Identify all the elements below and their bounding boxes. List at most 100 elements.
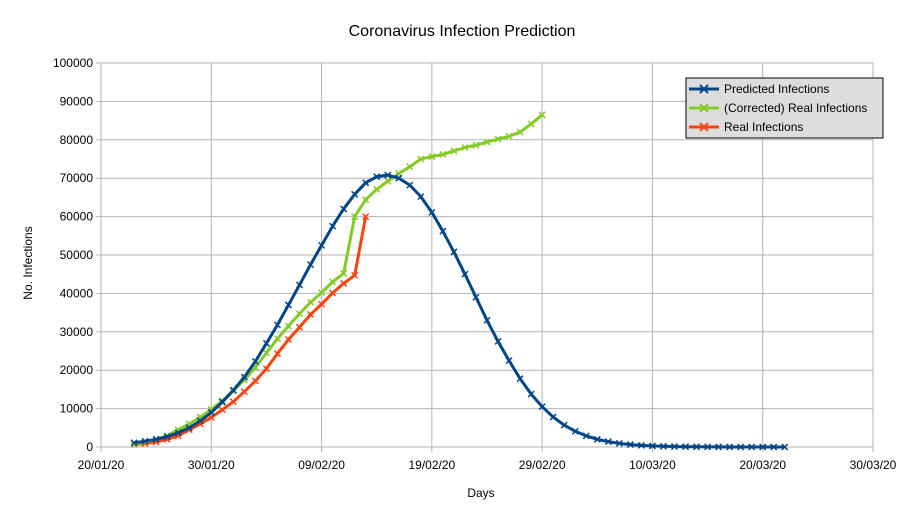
x-axis-ticks: 20/01/20 30/01/20 09/02/20 19/02/20 29/02/20… bbox=[78, 458, 897, 472]
y-tick-label: 100000 bbox=[53, 56, 93, 70]
data-point bbox=[295, 323, 304, 331]
y-tick-label: 50000 bbox=[60, 248, 94, 262]
data-point bbox=[527, 120, 535, 128]
data-point bbox=[318, 300, 326, 308]
legend-item: Predicted Infections bbox=[689, 82, 829, 96]
data-point bbox=[417, 155, 425, 163]
data-point bbox=[251, 357, 259, 365]
data-point bbox=[450, 248, 458, 256]
legend-label: Predicted Infections bbox=[724, 82, 829, 96]
x-tick-label: 30/03/20 bbox=[850, 458, 897, 472]
data-point bbox=[284, 322, 293, 330]
data-point bbox=[549, 413, 557, 421]
data-point bbox=[505, 132, 513, 140]
data-point bbox=[373, 185, 381, 193]
data-point bbox=[560, 421, 568, 429]
data-point bbox=[295, 310, 304, 318]
y-tick-label: 30000 bbox=[60, 325, 94, 339]
data-point bbox=[472, 141, 480, 149]
data-point bbox=[737, 443, 745, 451]
data-point bbox=[329, 289, 337, 297]
data-point bbox=[273, 350, 281, 358]
y-tick-label: 10000 bbox=[60, 402, 94, 416]
y-tick-label: 70000 bbox=[60, 171, 94, 185]
data-point bbox=[759, 443, 767, 451]
data-point bbox=[152, 435, 160, 443]
x-tick-label: 20/01/20 bbox=[78, 458, 125, 472]
data-point bbox=[229, 398, 237, 406]
data-point bbox=[329, 222, 337, 230]
data-point bbox=[428, 208, 436, 216]
data-point bbox=[262, 365, 270, 373]
series-layer bbox=[130, 111, 789, 451]
data-point bbox=[329, 278, 337, 286]
y-tick-label: 40000 bbox=[60, 286, 94, 300]
data-point bbox=[351, 190, 359, 198]
data-point bbox=[670, 443, 679, 451]
data-point bbox=[218, 406, 226, 414]
x-tick-label: 30/01/20 bbox=[188, 458, 235, 472]
data-point bbox=[582, 432, 590, 440]
series-line bbox=[133, 113, 544, 446]
data-point bbox=[693, 443, 701, 451]
series-1 bbox=[130, 111, 546, 449]
data-point bbox=[681, 443, 690, 451]
data-point bbox=[351, 213, 359, 221]
data-point bbox=[538, 111, 546, 119]
data-point bbox=[362, 196, 370, 204]
data-point bbox=[472, 293, 480, 301]
legend-item: (Corrected) Real Infections bbox=[689, 101, 867, 115]
legend-label: (Corrected) Real Infections bbox=[724, 101, 867, 115]
data-point bbox=[307, 261, 315, 269]
data-point bbox=[428, 153, 436, 161]
data-point bbox=[240, 388, 248, 396]
y-tick-label: 20000 bbox=[60, 363, 94, 377]
data-point bbox=[307, 310, 315, 319]
data-point bbox=[395, 174, 403, 182]
data-point bbox=[384, 177, 392, 185]
data-point bbox=[284, 301, 293, 309]
y-axis-label: No. Infections bbox=[21, 226, 35, 299]
data-point bbox=[648, 442, 656, 450]
data-point bbox=[439, 150, 447, 158]
series-0 bbox=[130, 171, 789, 451]
x-tick-label: 19/02/20 bbox=[408, 458, 455, 472]
data-point bbox=[715, 443, 723, 451]
data-point bbox=[748, 443, 756, 451]
data-point bbox=[196, 417, 204, 425]
data-point bbox=[726, 443, 734, 451]
data-point bbox=[141, 437, 149, 445]
legend-marker bbox=[699, 122, 709, 132]
data-point bbox=[240, 373, 248, 381]
data-point bbox=[615, 439, 623, 447]
data-point bbox=[461, 270, 469, 278]
y-tick-label: 90000 bbox=[60, 94, 94, 108]
data-point bbox=[351, 271, 359, 279]
series-line bbox=[133, 173, 785, 449]
data-point bbox=[273, 335, 281, 343]
data-point bbox=[494, 337, 502, 345]
data-point bbox=[318, 289, 326, 297]
data-point bbox=[604, 438, 612, 446]
legend: Predicted Infections (Corrected) Real Inf… bbox=[685, 77, 884, 139]
data-point bbox=[174, 429, 182, 437]
data-point bbox=[571, 427, 579, 435]
data-point bbox=[284, 335, 293, 344]
data-point bbox=[417, 193, 425, 201]
data-point bbox=[340, 279, 348, 287]
data-point bbox=[406, 163, 414, 171]
data-point bbox=[439, 227, 447, 235]
data-point bbox=[218, 398, 226, 406]
data-point bbox=[307, 298, 315, 306]
data-point bbox=[406, 181, 414, 189]
data-point bbox=[483, 138, 491, 146]
data-point bbox=[373, 173, 381, 181]
data-point bbox=[384, 171, 392, 179]
x-tick-label: 20/03/20 bbox=[739, 458, 786, 472]
data-point bbox=[229, 386, 237, 394]
series-line bbox=[133, 216, 368, 447]
data-point bbox=[450, 147, 458, 155]
data-point bbox=[770, 443, 778, 451]
